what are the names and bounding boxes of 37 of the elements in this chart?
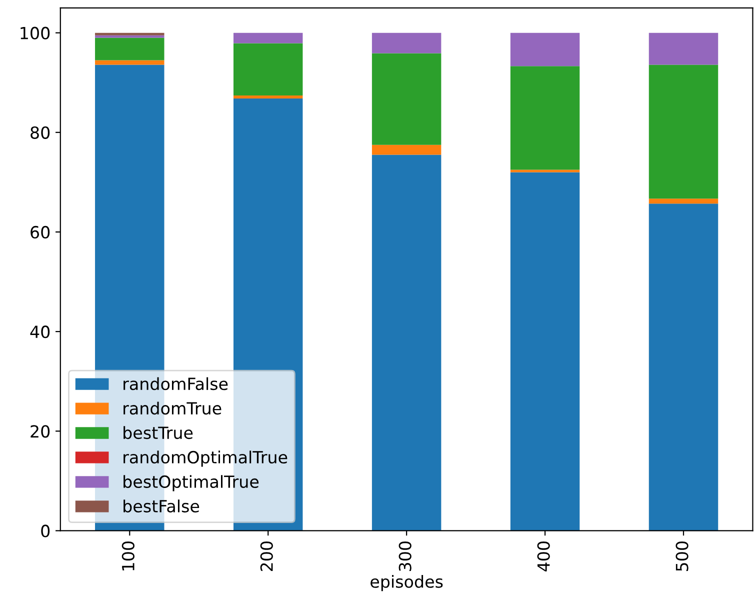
y-tick-label: 20 (30, 425, 50, 438)
bar (648, 198, 718, 204)
bar (510, 172, 580, 531)
legend-label: randomTrue (124, 402, 222, 415)
x-tick-label: 200 (260, 542, 273, 572)
bar (95, 35, 164, 38)
legend-label: bestTrue (124, 426, 193, 440)
bar (372, 154, 442, 531)
bar (372, 144, 442, 155)
bar (233, 32, 303, 44)
bar (648, 64, 718, 199)
legend-label: randomFalse (124, 377, 228, 390)
x-tick-label: 300 (398, 542, 412, 571)
y-tick-label: 40 (30, 326, 50, 338)
bar (233, 96, 303, 99)
x-axis-title: episodes (370, 575, 443, 592)
bar (95, 32, 164, 36)
x-tick-label: 100 (122, 542, 134, 570)
legend-label: bestOptimalTrue (124, 475, 259, 492)
bar (648, 204, 718, 531)
bar (510, 32, 580, 66)
legend-label: bestFalse (124, 500, 200, 512)
bar (372, 32, 442, 54)
bar (95, 38, 164, 60)
y-tick-label: 60 (30, 226, 50, 239)
bar (95, 60, 164, 65)
y-tick-label: 100 (20, 26, 50, 40)
y-tick-label: 80 (30, 126, 50, 139)
x-tick-label: 500 (676, 542, 688, 571)
bar (233, 43, 303, 96)
bar (648, 32, 718, 65)
bar (510, 170, 580, 172)
bar (510, 66, 580, 170)
bar (372, 53, 442, 145)
x-tick-label: 400 (537, 542, 550, 572)
y-tick-label: 0 (41, 524, 50, 538)
legend-label: randomOptimalTrue (124, 450, 288, 467)
